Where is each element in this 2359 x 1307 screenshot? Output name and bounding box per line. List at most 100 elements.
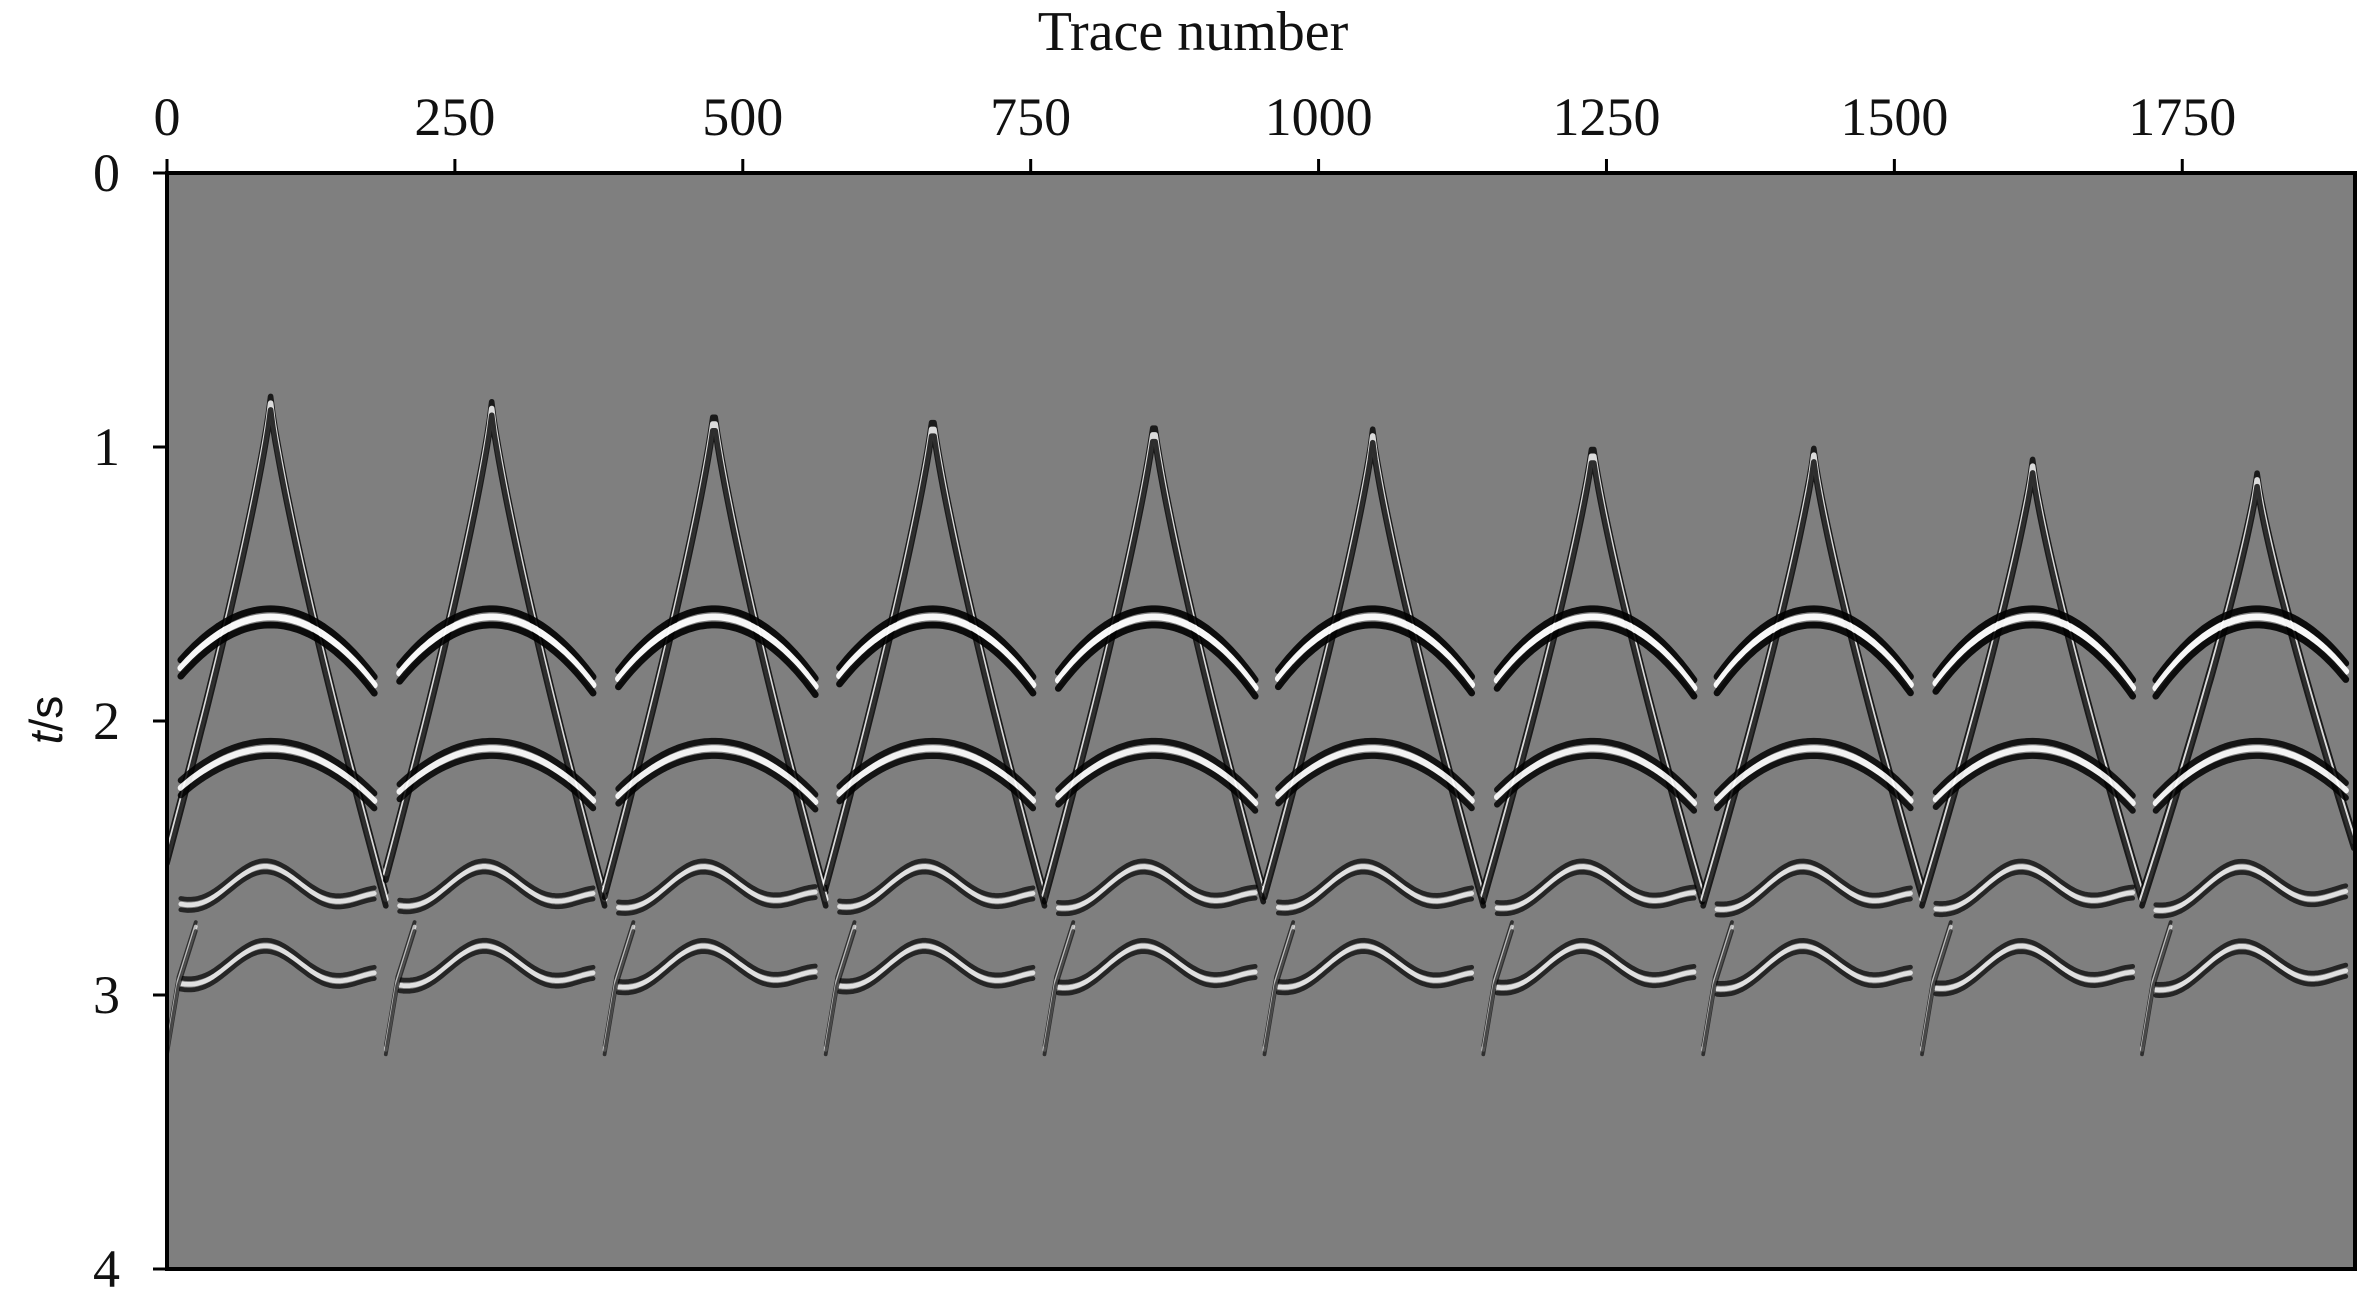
reflection-event — [1055, 938, 1258, 985]
reflection-event — [1933, 938, 2136, 986]
seismic-events — [167, 393, 2355, 1057]
direct-wave-event — [1041, 438, 1267, 905]
reflection-event — [1494, 745, 1698, 807]
x-tick-label: 500 — [702, 87, 783, 147]
reflection-event — [396, 605, 597, 681]
reflection-event — [836, 621, 1037, 697]
x-tick-label: 1000 — [1265, 87, 1373, 147]
reflection-event — [1932, 621, 2137, 700]
reflection-event — [836, 745, 1037, 804]
reflection-event — [1714, 864, 1913, 912]
reflection-event — [1275, 858, 1475, 905]
reflection-event — [1055, 869, 1258, 917]
reflection-event — [1494, 752, 1698, 814]
reflection-event — [177, 605, 378, 681]
reflection-event — [1714, 943, 1913, 992]
reflection-event — [615, 737, 819, 798]
reflection-event — [1055, 745, 1259, 807]
reflection-event — [2153, 864, 2349, 913]
y-axis-title-var: t — [20, 729, 72, 744]
reflection-event — [616, 869, 818, 916]
tail-event — [2140, 929, 2173, 1057]
reflection-event — [177, 737, 378, 797]
reflection-event — [615, 613, 819, 690]
reflection-event — [615, 605, 819, 682]
reflection-event — [1714, 938, 1913, 986]
tail-event — [602, 929, 636, 1057]
reflection-event — [1713, 752, 1914, 812]
reflection-event — [1494, 938, 1697, 985]
tail-event — [1920, 929, 1953, 1057]
reflection-event — [1275, 937, 1475, 985]
tail-event — [1042, 929, 1076, 1057]
reflection-event — [2152, 605, 2350, 684]
reflection-event — [1494, 943, 1697, 991]
reflection-event — [1275, 943, 1475, 990]
reflection-event — [2152, 745, 2349, 807]
reflection-event — [616, 858, 818, 905]
reflection-event — [1493, 605, 1698, 684]
reflection-event — [1275, 864, 1475, 911]
reflection-event — [615, 621, 819, 698]
tail-event — [383, 929, 417, 1057]
reflection-event — [1932, 737, 2136, 799]
reflection-event — [1275, 869, 1475, 916]
reflection-event — [178, 937, 377, 982]
reflection-event — [616, 938, 818, 985]
y-tick-label: 0 — [93, 143, 120, 203]
reflection-event — [1714, 949, 1913, 997]
y-tick-label: 2 — [93, 691, 120, 751]
x-tick-label: 1250 — [1552, 87, 1660, 147]
reflection-event — [836, 752, 1037, 812]
reflection-event — [177, 745, 378, 804]
reflection-event — [397, 943, 596, 989]
reflection-event — [836, 605, 1037, 681]
tail-event — [1701, 929, 1734, 1057]
reflection-event — [177, 752, 378, 812]
y-axis-ticks: 0 1 2 3 4 — [93, 143, 167, 1299]
reflection-event — [1055, 864, 1258, 911]
reflection-event — [396, 752, 597, 812]
x-axis-title: Trace number — [1038, 1, 1349, 63]
reflection-event — [615, 752, 819, 813]
reflection-event — [1055, 737, 1259, 799]
reflection-event — [616, 943, 818, 990]
reflection-event — [1933, 949, 2136, 997]
reflection-event — [616, 864, 818, 911]
reflection-event — [837, 937, 1036, 984]
reflection-event — [1932, 752, 2136, 814]
reflection-event — [2153, 870, 2349, 919]
reflection-event — [1932, 613, 2137, 692]
x-axis-ticks: 0 250 500 750 1000 1250 1500 1750 — [154, 87, 2236, 173]
reflection-event — [178, 949, 377, 993]
reflection-event — [1055, 752, 1259, 814]
reflection-event — [837, 949, 1036, 995]
reflection-event — [615, 745, 819, 806]
x-tick-label: 250 — [414, 87, 495, 147]
reflection-event — [1494, 949, 1697, 996]
reflection-event — [1274, 613, 1476, 689]
reflection-event — [1275, 752, 1475, 812]
reflection-event — [1494, 737, 1698, 799]
y-tick-label: 3 — [93, 965, 120, 1025]
reflection-event — [396, 737, 597, 797]
reflection-event — [1493, 613, 1698, 692]
reflection-event — [1713, 621, 1914, 697]
tail-event — [1262, 929, 1296, 1057]
reflection-event — [2153, 949, 2349, 998]
reflection-event — [396, 745, 597, 804]
reflection-event — [397, 937, 596, 983]
reflection-event — [2152, 621, 2350, 700]
reflection-event — [1054, 605, 1259, 684]
x-tick-label: 1750 — [2128, 87, 2236, 147]
tail-event — [167, 929, 198, 1057]
reflection-event — [1714, 858, 1913, 907]
reflection-event — [1713, 745, 1914, 804]
reflection-event — [396, 621, 597, 697]
reflection-event — [396, 613, 597, 689]
reflection-event — [837, 858, 1036, 904]
reflection-event — [1933, 858, 2136, 906]
y-axis-title: t/s — [20, 696, 72, 745]
reflection-event — [1055, 943, 1258, 991]
